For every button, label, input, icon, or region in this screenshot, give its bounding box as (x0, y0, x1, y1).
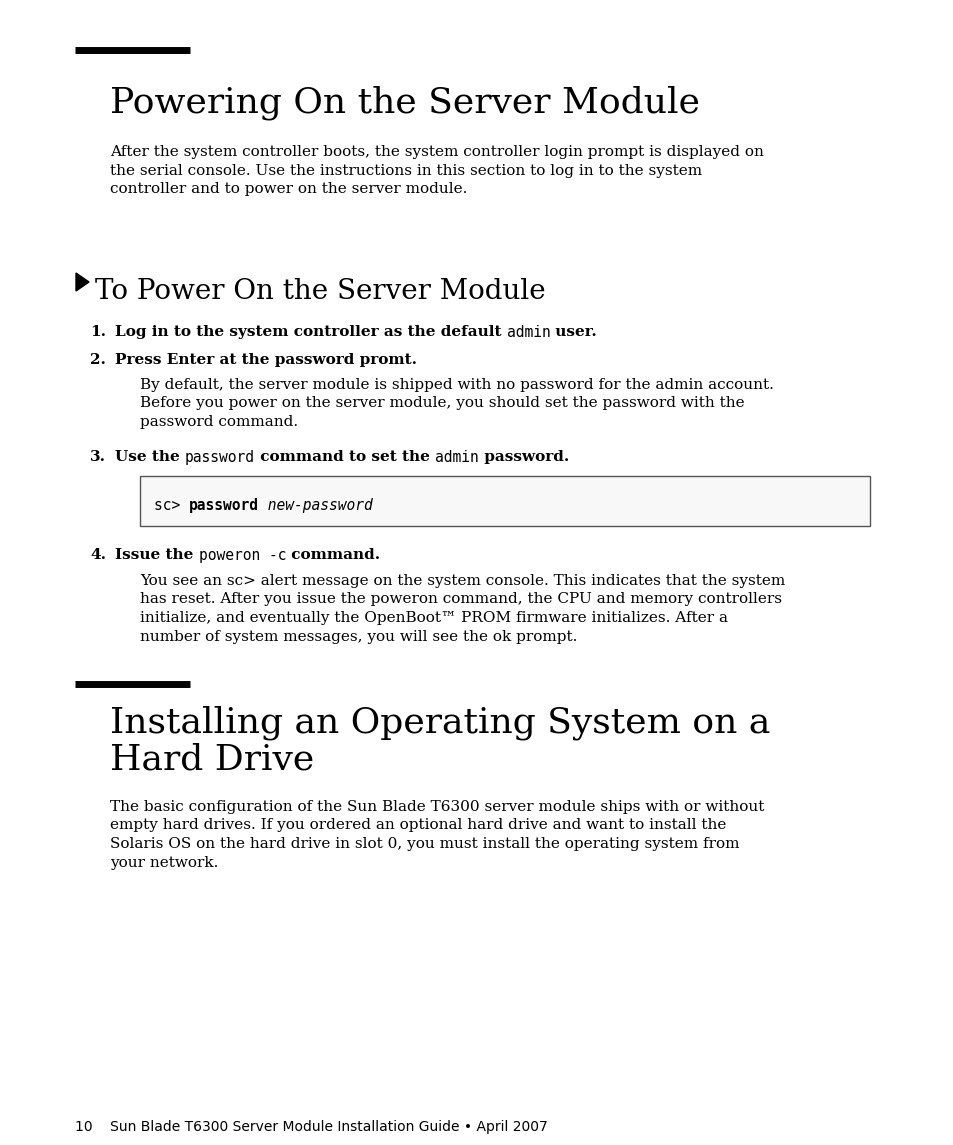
Text: poweron -c: poweron -c (198, 548, 286, 563)
Text: number of system messages, you will see the ok prompt.: number of system messages, you will see … (140, 630, 577, 643)
Text: Solaris OS on the hard drive in slot 0, you must install the operating system fr: Solaris OS on the hard drive in slot 0, … (110, 837, 739, 851)
Text: 3.: 3. (90, 450, 106, 464)
Text: To Power On the Server Module: To Power On the Server Module (95, 278, 545, 305)
Text: password command.: password command. (140, 414, 297, 429)
Text: your network.: your network. (110, 855, 218, 869)
Text: Press Enter at the password promt.: Press Enter at the password promt. (115, 353, 416, 368)
Text: 2.: 2. (90, 353, 106, 368)
Text: empty hard drives. If you ordered an optional hard drive and want to install the: empty hard drives. If you ordered an opt… (110, 819, 725, 832)
Text: Use the: Use the (115, 450, 185, 464)
Text: By default, the server module is shipped with no password for the admin account.: By default, the server module is shipped… (140, 378, 773, 392)
Text: password: password (185, 450, 254, 465)
Text: admin: admin (506, 325, 550, 340)
Text: new-password: new-password (258, 498, 373, 513)
Text: Issue the: Issue the (115, 548, 198, 562)
Text: Before you power on the server module, you should set the password with the: Before you power on the server module, y… (140, 396, 744, 411)
Text: admin: admin (435, 450, 478, 465)
Text: sc>: sc> (153, 498, 189, 513)
Text: the serial console. Use the instructions in this section to log in to the system: the serial console. Use the instructions… (110, 164, 701, 177)
Text: 4.: 4. (90, 548, 106, 562)
Polygon shape (76, 273, 89, 291)
Text: command.: command. (286, 548, 380, 562)
Text: 1.: 1. (90, 325, 106, 339)
Text: After the system controller boots, the system controller login prompt is display: After the system controller boots, the s… (110, 145, 763, 159)
Text: controller and to power on the server module.: controller and to power on the server mo… (110, 182, 467, 196)
Text: Installing an Operating System on a: Installing an Operating System on a (110, 706, 770, 741)
Text: initialize, and eventually the OpenBoot™ PROM firmware initializes. After a: initialize, and eventually the OpenBoot™… (140, 611, 727, 625)
Text: password.: password. (478, 450, 569, 464)
Text: You see an sc> alert message on the system console. This indicates that the syst: You see an sc> alert message on the syst… (140, 574, 784, 589)
Text: Log in to the system controller as the default: Log in to the system controller as the d… (115, 325, 506, 339)
Text: 10    Sun Blade T6300 Server Module Installation Guide • April 2007: 10 Sun Blade T6300 Server Module Install… (75, 1120, 547, 1134)
FancyBboxPatch shape (140, 476, 869, 526)
Text: Powering On the Server Module: Powering On the Server Module (110, 85, 700, 119)
Text: has reset. After you issue the poweron command, the CPU and memory controllers: has reset. After you issue the poweron c… (140, 592, 781, 607)
Text: command to set the: command to set the (254, 450, 435, 464)
Text: user.: user. (550, 325, 597, 339)
Text: The basic configuration of the Sun Blade T6300 server module ships with or witho: The basic configuration of the Sun Blade… (110, 800, 763, 814)
Text: password: password (189, 498, 258, 513)
Text: Hard Drive: Hard Drive (110, 742, 314, 776)
